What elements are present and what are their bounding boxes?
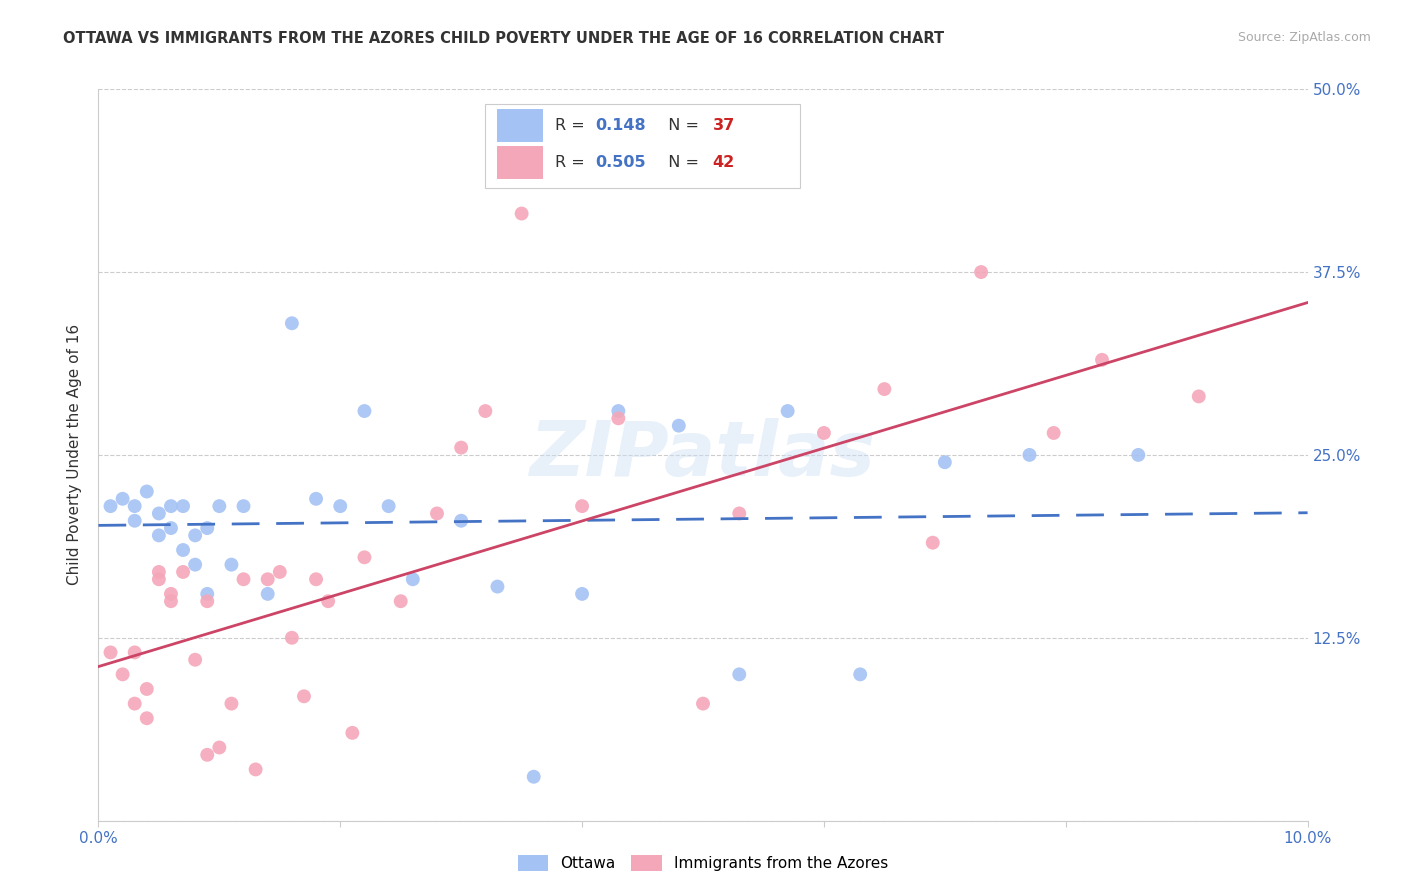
Point [776,404,799,418]
Point [1128,448,1150,462]
Point [281,316,304,330]
Point [1042,425,1064,440]
Point [232,572,254,586]
Point [668,418,690,433]
Text: 0.505: 0.505 [595,155,645,169]
Text: R =: R = [555,119,591,133]
Point [135,484,157,499]
Point [221,558,243,572]
FancyBboxPatch shape [485,103,800,188]
Point [281,631,304,645]
Point [100,645,122,659]
Point [1091,352,1114,367]
Text: R =: R = [555,155,591,169]
Point [849,667,872,681]
Point [426,507,449,521]
Point [316,594,339,608]
Point [208,740,231,755]
Point [221,697,243,711]
Point [135,711,157,725]
Point [921,535,943,549]
Point [124,645,146,659]
Point [111,491,134,506]
Point [148,565,170,579]
Point [813,425,835,440]
Point [184,528,207,542]
Point [342,726,364,740]
Point [728,667,751,681]
Text: 37: 37 [713,119,735,133]
Point [195,587,218,601]
Point [195,747,218,762]
Point [160,594,183,608]
Point [474,404,496,418]
Point [1188,389,1211,403]
Point [377,499,399,513]
Point [607,404,630,418]
Point [100,499,122,513]
Point [269,565,291,579]
Point [172,499,194,513]
Point [873,382,896,396]
FancyBboxPatch shape [498,146,543,178]
Text: N =: N = [658,155,704,169]
Point [450,441,472,455]
Point [148,507,170,521]
Point [292,690,315,704]
Point [402,572,425,586]
Point [195,594,218,608]
Point [232,499,254,513]
Point [486,580,509,594]
Point [353,550,375,565]
Point [728,507,751,521]
Text: 42: 42 [713,155,735,169]
Text: N =: N = [658,119,704,133]
Point [510,206,533,220]
Text: OTTAWA VS IMMIGRANTS FROM THE AZORES CHILD POVERTY UNDER THE AGE OF 16 CORRELATI: OTTAWA VS IMMIGRANTS FROM THE AZORES CHI… [63,31,945,46]
Point [970,265,993,279]
Point [571,499,593,513]
Point [389,594,412,608]
Point [184,653,207,667]
Point [148,572,170,586]
Point [1018,448,1040,462]
Point [148,528,170,542]
Y-axis label: Child Poverty Under the Age of 16: Child Poverty Under the Age of 16 [67,325,83,585]
Point [571,587,593,601]
Point [135,681,157,696]
Point [160,587,183,601]
Point [208,499,231,513]
Point [124,499,146,513]
Point [124,514,146,528]
Point [184,558,207,572]
Text: 0.148: 0.148 [595,119,645,133]
Point [934,455,956,469]
Point [305,572,328,586]
Point [329,499,352,513]
Point [305,491,328,506]
Point [160,499,183,513]
Point [160,521,183,535]
Point [124,697,146,711]
Point [172,565,194,579]
Point [450,514,472,528]
Point [195,521,218,535]
Point [607,411,630,425]
Point [523,770,546,784]
FancyBboxPatch shape [498,110,543,142]
Point [172,543,194,558]
Point [245,763,267,777]
Text: Source: ZipAtlas.com: Source: ZipAtlas.com [1237,31,1371,45]
Point [256,587,278,601]
Point [692,697,714,711]
Point [111,667,134,681]
Point [353,404,375,418]
Legend: Ottawa, Immigrants from the Azores: Ottawa, Immigrants from the Azores [512,849,894,877]
Point [256,572,278,586]
Text: ZIPatlas: ZIPatlas [530,418,876,491]
